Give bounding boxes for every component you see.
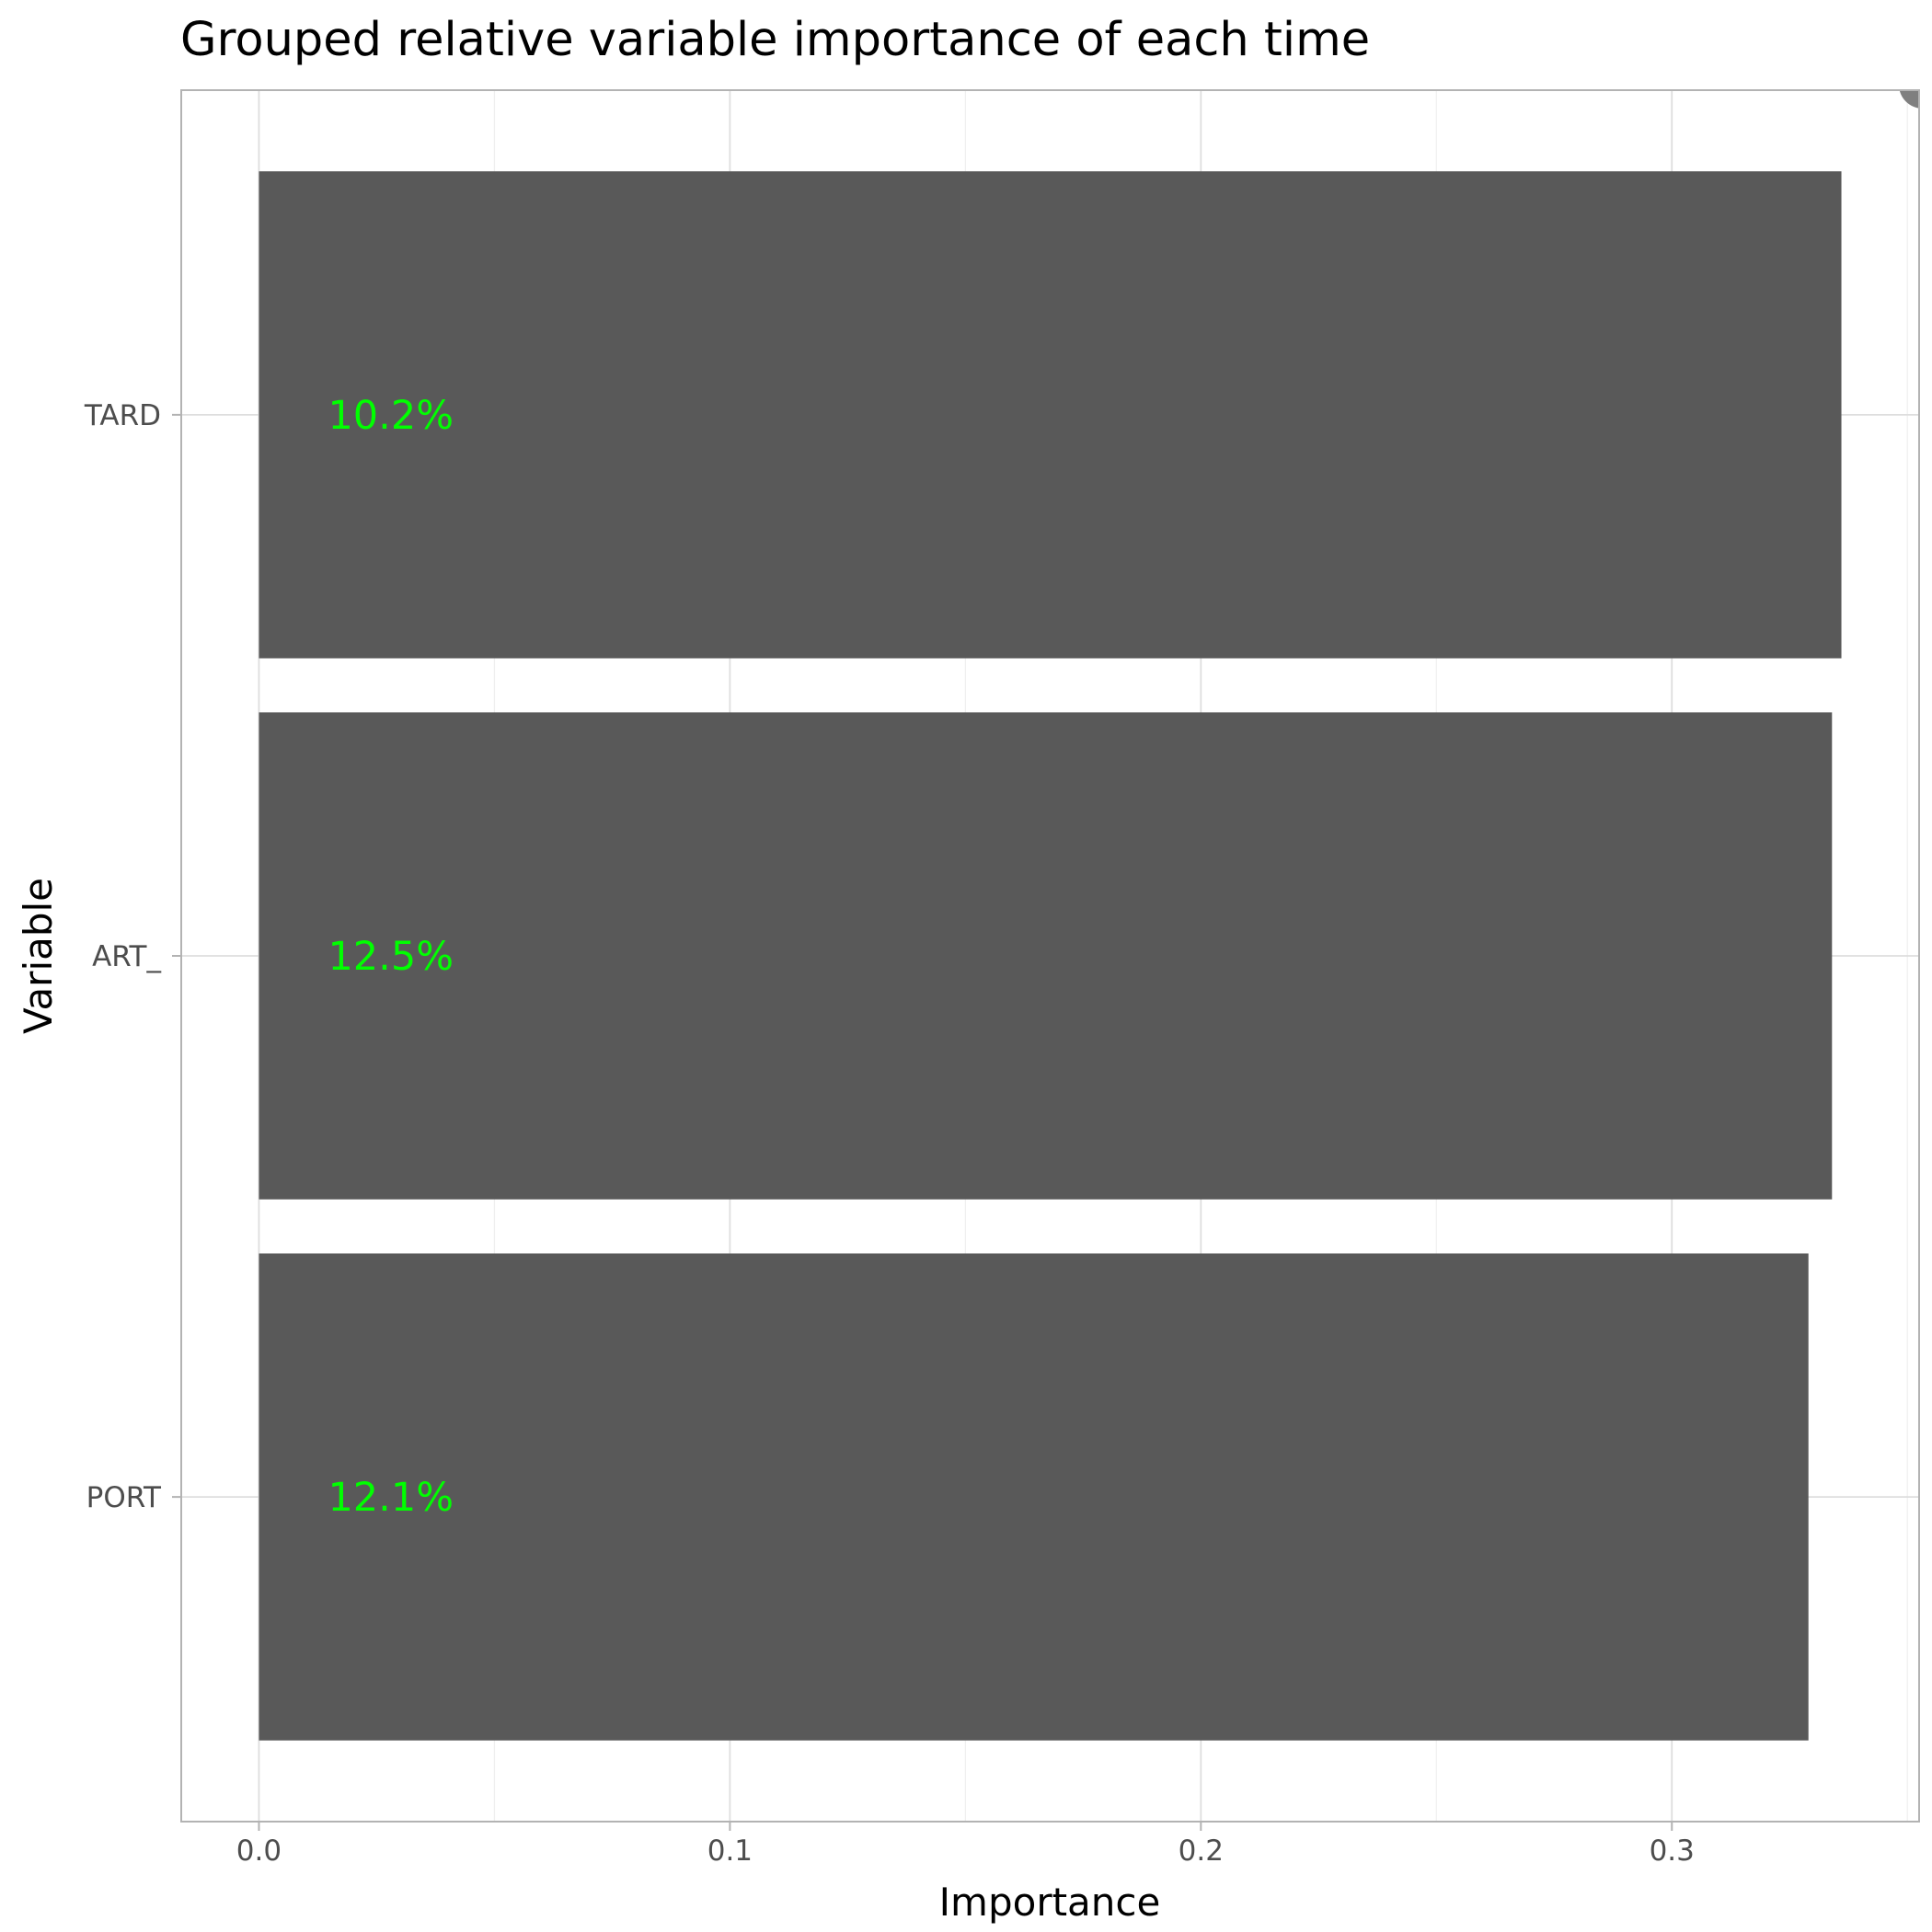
bar-art — [259, 712, 1833, 1200]
y-tick-label: PORT — [86, 1481, 162, 1514]
bar-value-label: 10.2% — [328, 393, 454, 439]
x-tick-label: 0.3 — [1650, 1834, 1695, 1868]
bar-label-layer: 10.2% 12.5% 12.1% — [328, 393, 454, 1521]
x-axis-title: Importance — [939, 1880, 1161, 1925]
y-tick-label: ART_ — [92, 940, 161, 973]
corner-marker-layer — [1899, 90, 1919, 109]
axis-layer: 0.0 0.1 0.2 0.3 TARD ART_ PORT — [84, 399, 1695, 1868]
corner-marker — [1899, 90, 1919, 109]
bar-tard — [259, 171, 1842, 659]
x-tick-label: 0.0 — [236, 1834, 282, 1868]
chart-title: Grouped relative variable importance of … — [180, 13, 1370, 67]
bar-layer — [259, 171, 1842, 1741]
y-tick-label: TARD — [84, 399, 161, 432]
bar-value-label: 12.1% — [328, 1475, 454, 1521]
bar-port — [259, 1253, 1809, 1741]
x-tick-label: 0.2 — [1179, 1834, 1224, 1868]
y-axis-title: Variable — [16, 878, 61, 1034]
x-tick-label: 0.1 — [707, 1834, 753, 1868]
bar-value-label: 12.5% — [328, 934, 454, 980]
